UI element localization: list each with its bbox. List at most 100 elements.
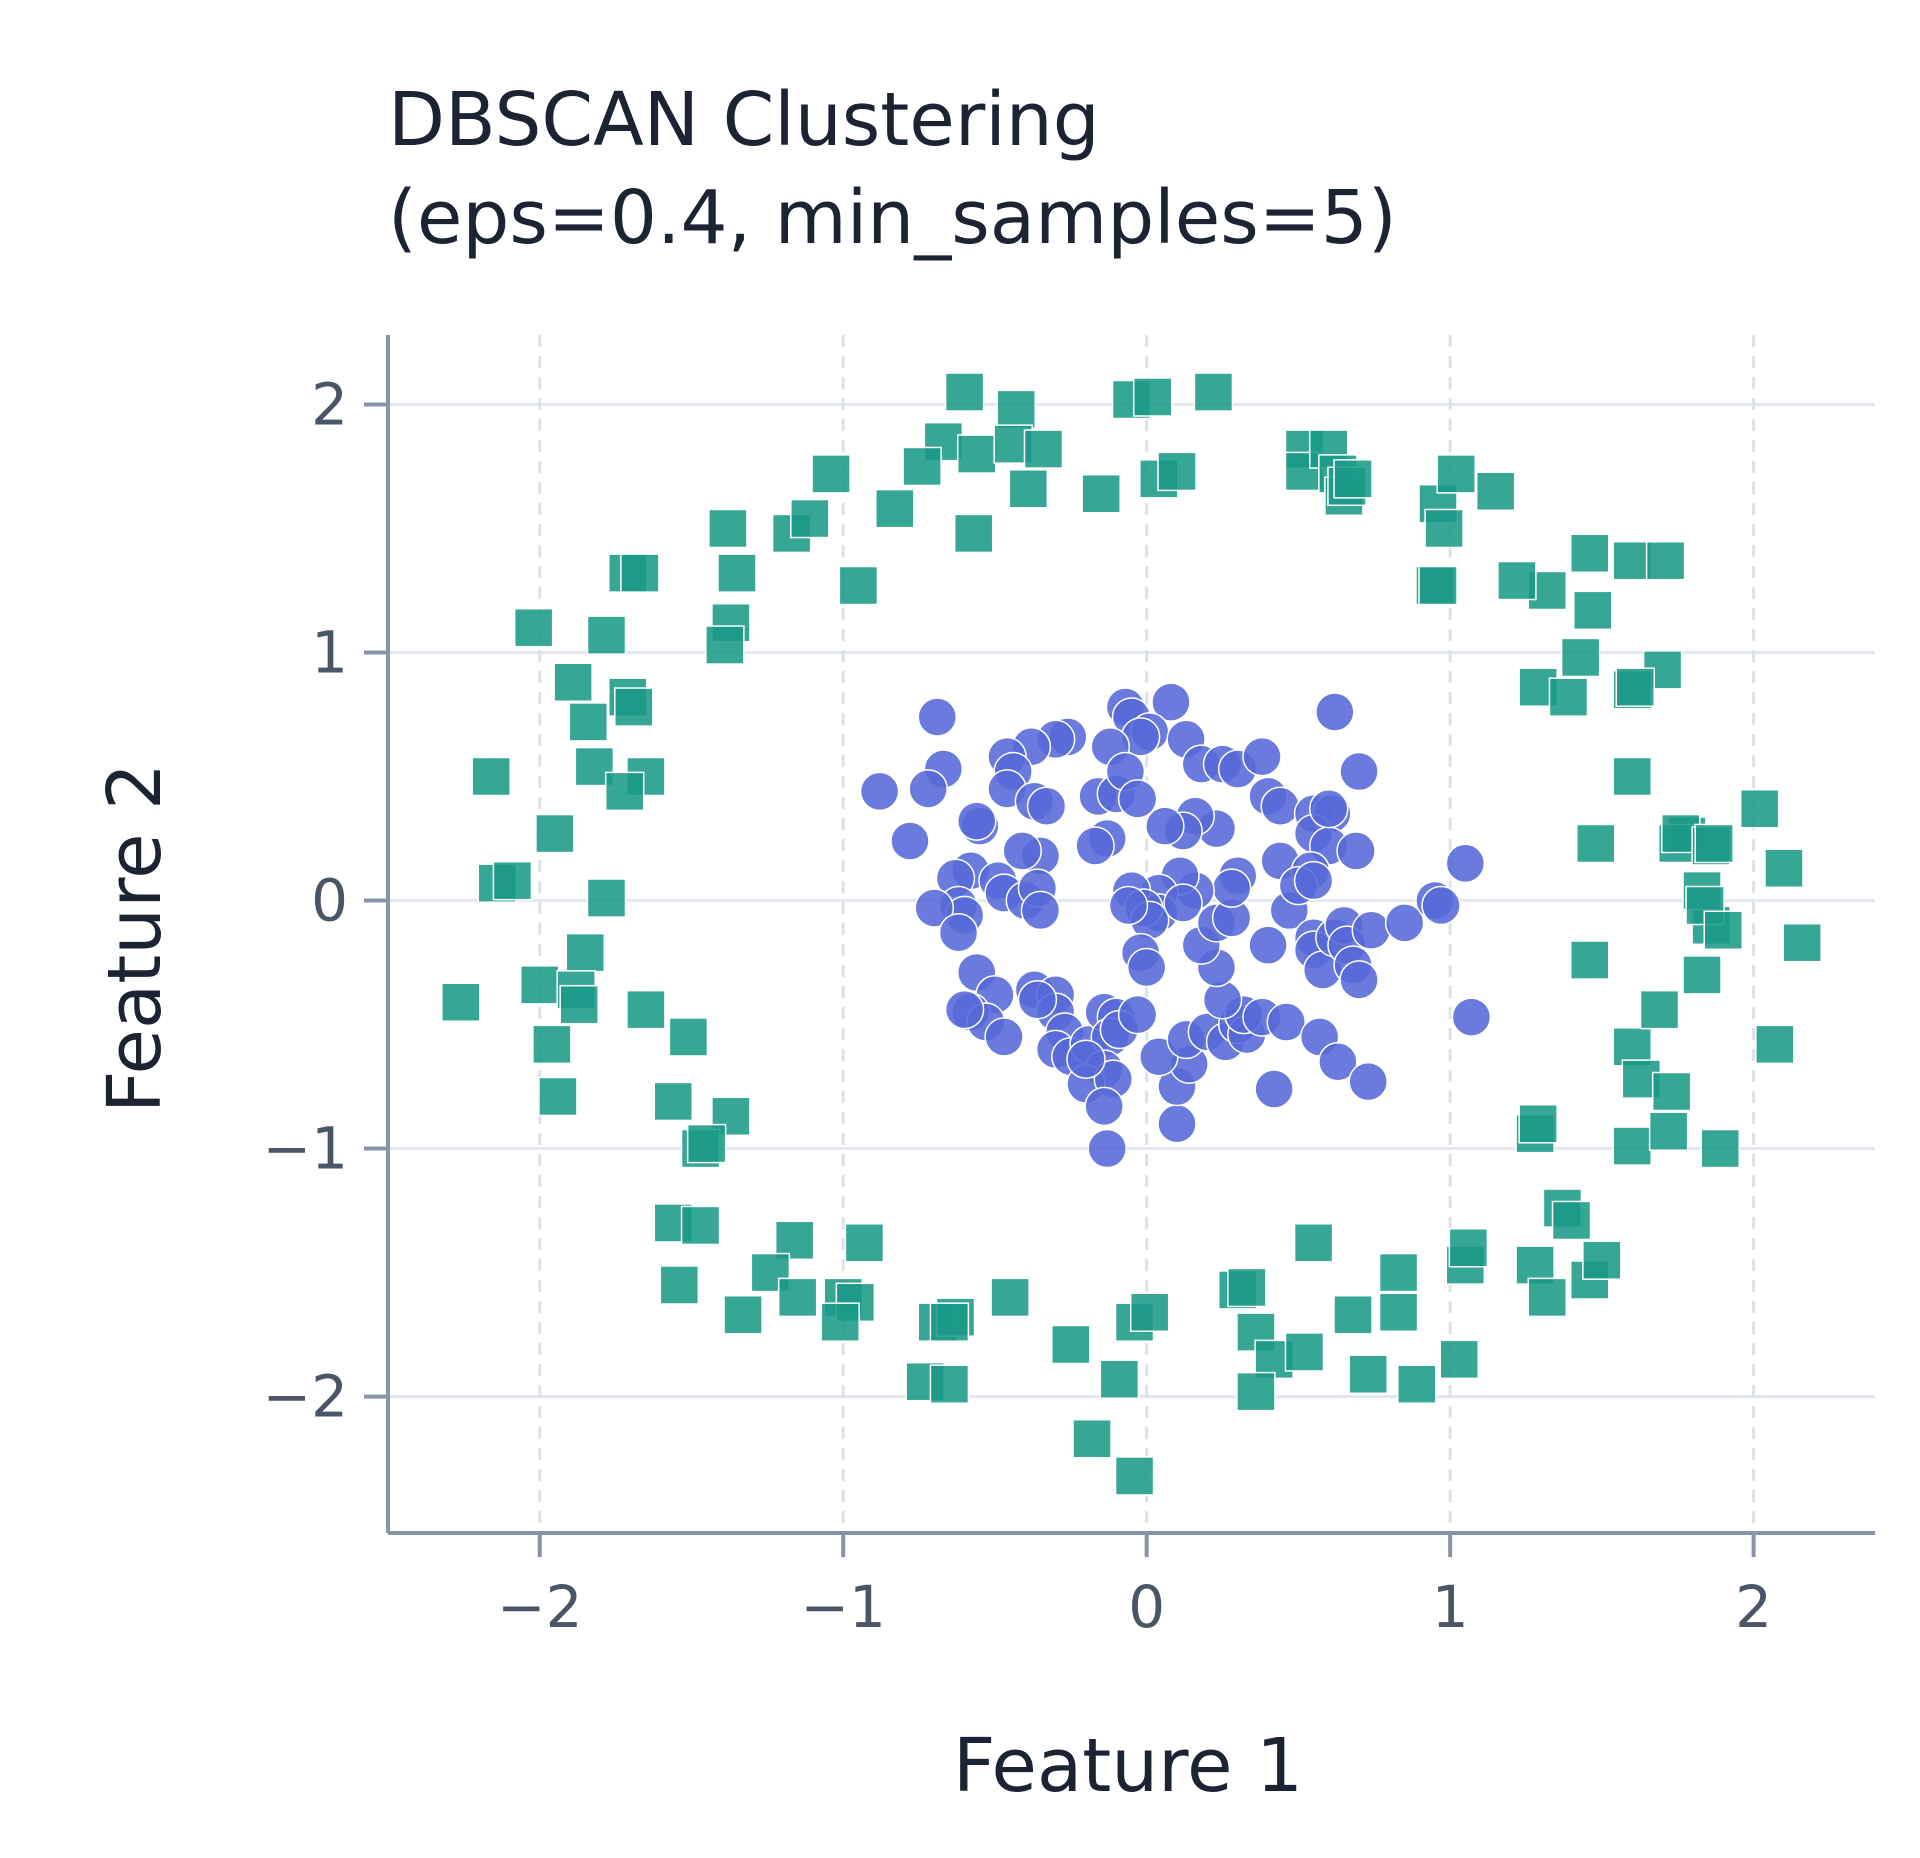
data-point-circle: [1026, 786, 1067, 827]
y-axis-label: Feature 2: [92, 763, 178, 1113]
data-point-square: [653, 1081, 694, 1122]
data-point-circle: [1248, 925, 1288, 965]
data-point-square: [1569, 940, 1610, 980]
data-point-square: [1576, 823, 1616, 864]
data-point-circle: [1318, 1041, 1358, 1082]
data-point-circle: [1084, 1086, 1124, 1127]
data-point-square: [492, 860, 533, 901]
data-point-circle: [1157, 1103, 1197, 1144]
data-point-square: [1348, 1354, 1388, 1395]
data-point-square: [614, 687, 654, 727]
data-point-square: [1739, 788, 1780, 829]
data-point-square: [1378, 1292, 1419, 1333]
data-point-square: [620, 553, 660, 593]
data-point-circle: [1242, 736, 1282, 777]
data-point-square: [990, 1277, 1030, 1318]
data-point-square: [996, 389, 1036, 430]
data-point-circle: [1108, 885, 1149, 926]
data-point-square: [1129, 1292, 1170, 1333]
data-point-square: [519, 965, 560, 1005]
data-point-square: [844, 1223, 885, 1263]
x-tick-label: 1: [1432, 1573, 1469, 1641]
data-point-square: [1612, 540, 1652, 581]
x-tick-label: 2: [1735, 1573, 1772, 1641]
data-point-square: [513, 607, 554, 648]
data-point-square: [790, 498, 830, 539]
data-point-square: [923, 421, 964, 462]
data-point-square: [1114, 1456, 1155, 1496]
data-point-circle: [859, 771, 900, 812]
data-point-square: [1497, 560, 1537, 601]
data-point-square: [1418, 565, 1458, 606]
data-point-square: [902, 446, 942, 487]
data-point-circle: [1151, 682, 1191, 722]
data-point-circle: [1339, 751, 1379, 792]
data-point-circle: [917, 697, 958, 737]
data-point-square: [1236, 1371, 1276, 1412]
data-point-square: [1703, 910, 1744, 951]
data-point-circle: [914, 888, 954, 928]
data-point-square: [626, 989, 666, 1030]
data-point-circle: [1451, 997, 1492, 1037]
x-tick-label: −1: [800, 1573, 886, 1641]
data-point-circle: [1266, 1002, 1307, 1042]
data-point-square: [820, 1302, 860, 1342]
y-tick-label: 1: [311, 618, 348, 686]
data-point-circle: [1348, 1061, 1388, 1102]
data-point-square: [1755, 1024, 1795, 1065]
y-tick-label: −2: [263, 1363, 349, 1431]
grid-lines: [388, 335, 1875, 1533]
data-point-square: [838, 565, 879, 606]
data-point-square: [538, 1076, 578, 1117]
data-point-square: [1475, 471, 1516, 512]
data-point-square: [532, 1024, 572, 1065]
x-axis-label: Feature 1: [953, 1723, 1303, 1809]
data-point-square: [1569, 533, 1610, 574]
data-point-square: [1782, 922, 1822, 963]
data-point-square: [1099, 1359, 1140, 1399]
data-point-circle: [956, 801, 997, 841]
data-point-square: [944, 372, 985, 412]
data-point-square: [568, 702, 609, 742]
data-point-square: [1648, 1111, 1689, 1151]
data-point-square: [1551, 1200, 1592, 1241]
data-point-square: [1573, 590, 1613, 631]
data-point-square: [1284, 1332, 1325, 1372]
data-point-circle: [1254, 1069, 1294, 1109]
y-tick-label: −1: [263, 1115, 349, 1183]
data-point-square: [1333, 459, 1373, 499]
data-point-square: [1764, 848, 1804, 889]
data-point-circle: [1211, 868, 1252, 908]
data-point-square: [1424, 508, 1464, 549]
data-point-square: [1023, 429, 1064, 469]
data-point-circle: [1087, 1128, 1127, 1169]
data-point-square: [1645, 540, 1686, 581]
chart-title-line-2: (eps=0.4, min_samples=5): [388, 175, 1397, 261]
data-point-square: [1333, 1294, 1373, 1335]
data-point-square: [1227, 1267, 1267, 1308]
data-point-square: [680, 1205, 721, 1246]
data-point-circle: [1075, 826, 1115, 866]
data-point-square: [1518, 1103, 1558, 1144]
data-point-square: [1639, 989, 1680, 1030]
data-point-square: [705, 625, 745, 665]
data-point-circle: [1315, 692, 1355, 732]
data-point-square: [1132, 377, 1173, 417]
data-point-square: [586, 615, 627, 655]
outer-cluster-points: [441, 372, 1822, 1496]
data-point-circle: [1384, 903, 1425, 943]
data-point-square: [929, 1302, 970, 1342]
y-axis-ticks: −2 −1 0 1 2: [263, 370, 388, 1431]
data-point-square: [953, 513, 994, 554]
data-point-circle: [1020, 890, 1061, 931]
data-point-square: [1615, 667, 1656, 707]
data-point-circle: [1126, 947, 1167, 988]
data-point-square: [1293, 1223, 1334, 1263]
data-point-square: [708, 508, 748, 549]
data-point-square: [1378, 1252, 1419, 1293]
data-point-square: [1193, 372, 1234, 412]
data-point-square: [668, 1017, 709, 1057]
data-point-square: [559, 984, 599, 1025]
data-point-circle: [1117, 779, 1158, 819]
